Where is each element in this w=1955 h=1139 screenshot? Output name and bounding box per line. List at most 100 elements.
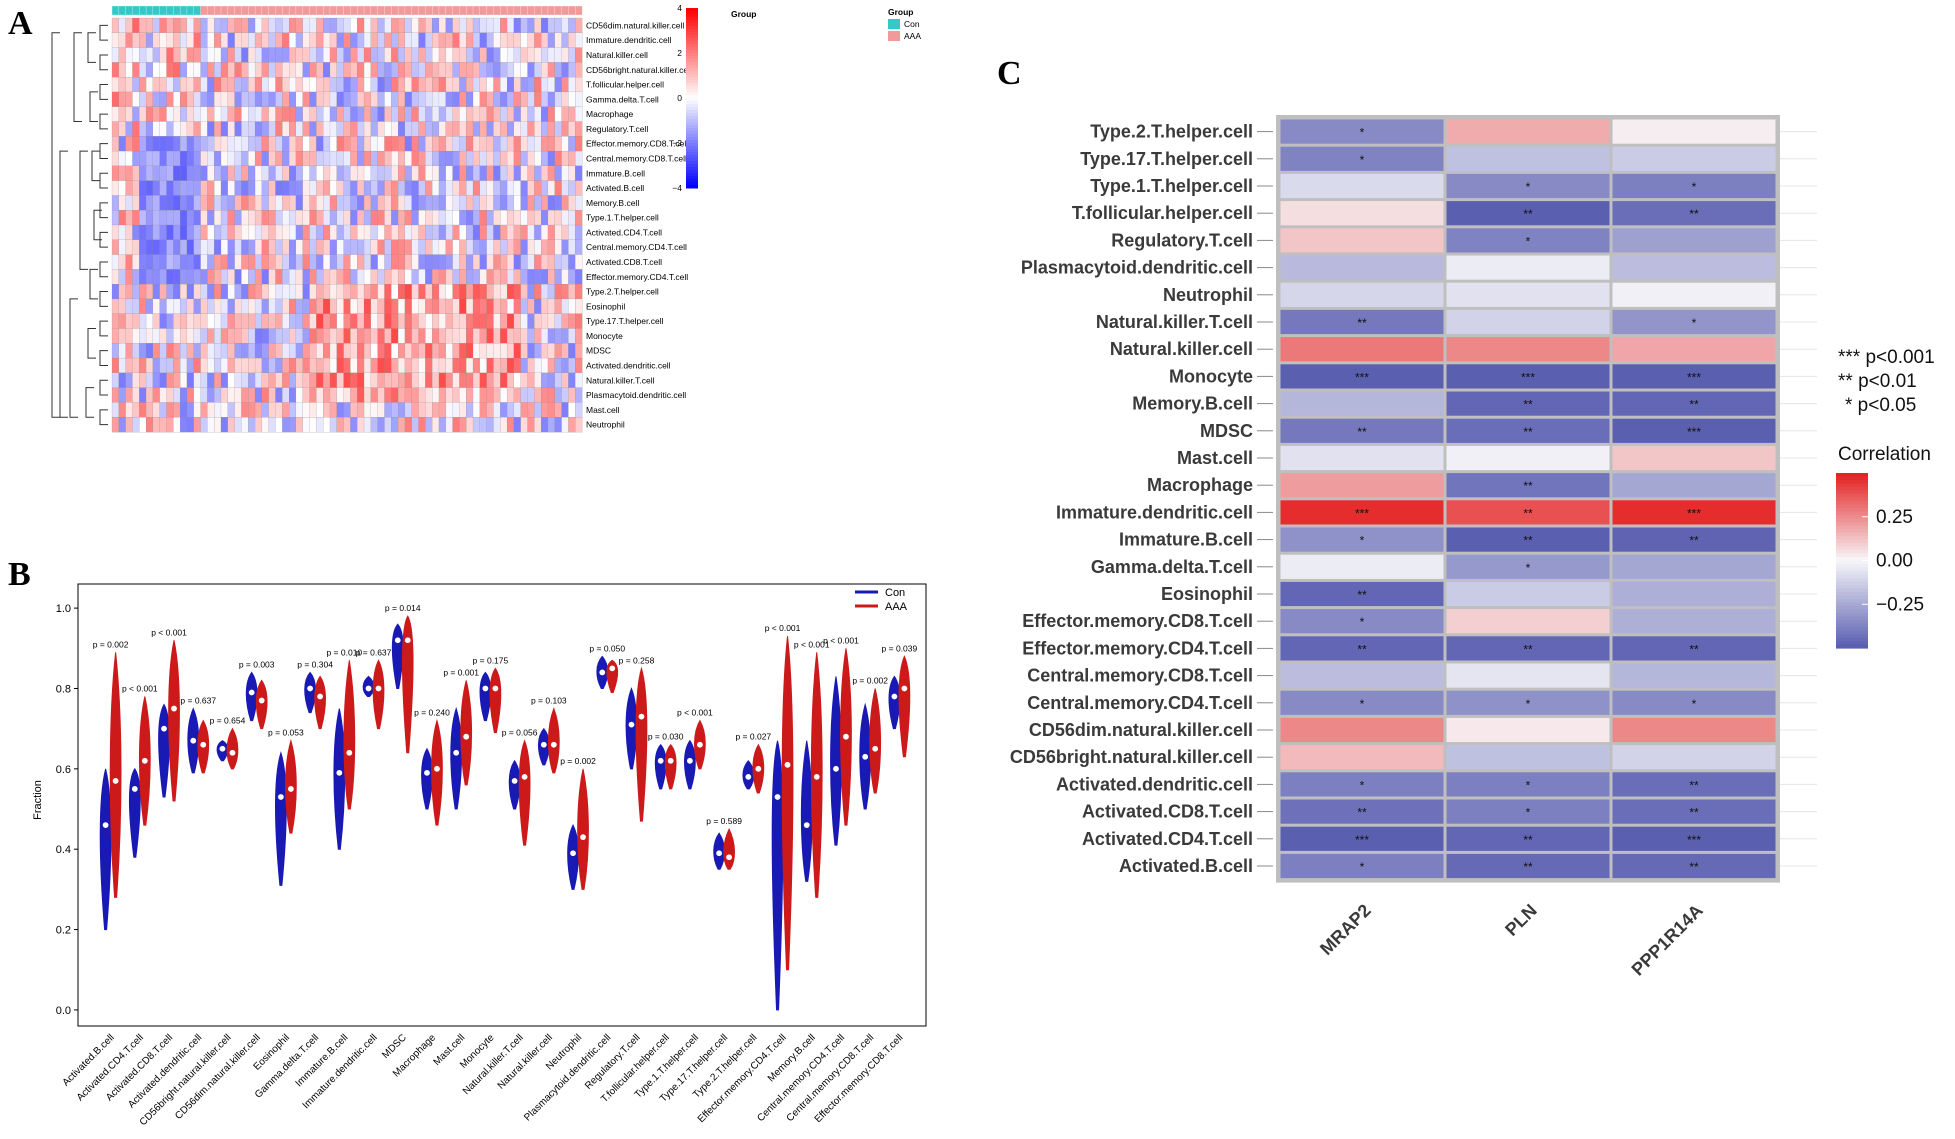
heatmap-cell [513, 313, 521, 329]
heatmap-cell [220, 210, 229, 226]
correlation-row-label: Plasmacytoid.dendritic.cell [1021, 258, 1253, 278]
heatmap-cell [323, 121, 331, 137]
violin-median-point [579, 833, 587, 841]
correlation-cell [1446, 500, 1610, 525]
heatmap-cell [363, 357, 372, 374]
heatmap-cell [520, 47, 528, 63]
heatmap-cell [336, 239, 344, 255]
heatmap-cell [506, 313, 515, 329]
heatmap-cell [316, 165, 324, 181]
heatmap-cell [384, 284, 392, 300]
heatmap-cell [554, 328, 562, 344]
heatmap-cell [241, 284, 249, 300]
heatmap-cell [391, 47, 399, 63]
heatmap-cell [295, 328, 304, 344]
heatmap-cell [479, 121, 487, 137]
violin-shape [450, 706, 463, 810]
heatmap-cell [486, 91, 494, 108]
heatmap-cell [527, 357, 535, 374]
heatmap-cell [152, 372, 160, 388]
correlation-colorbar: Correlation 0.250.00−0.25 [1836, 444, 1931, 649]
violin-median-point [345, 749, 353, 757]
heatmap-cell [554, 106, 562, 122]
heatmap-cell [554, 210, 562, 226]
heatmap-cell [568, 180, 576, 196]
heatmap-cell [173, 343, 181, 359]
heatmap-cell [534, 165, 542, 181]
heatmap-cell [493, 32, 501, 48]
heatmap-cell [227, 62, 235, 78]
heatmap-cell [479, 17, 487, 34]
heatmap-cell [241, 180, 249, 196]
heatmap-cell [193, 91, 201, 108]
heatmap-cell [363, 224, 372, 241]
heatmap-cell [220, 91, 229, 108]
heatmap-row-label: Central.memory.CD8.T.cell [586, 153, 687, 163]
heatmap-cell [275, 372, 283, 388]
heatmap-cell [513, 77, 521, 93]
heatmap-cell [329, 372, 338, 388]
heatmap-cell [234, 357, 242, 374]
heatmap-cell [377, 328, 385, 344]
heatmap-cell [377, 91, 385, 108]
heatmap-cell [329, 195, 338, 211]
heatmap-cell [234, 195, 242, 211]
heatmap-cell [316, 210, 324, 226]
heatmap-cell [261, 165, 269, 181]
heatmap-cell [282, 313, 290, 329]
heatmap-cell [527, 387, 535, 403]
heatmap-cell [527, 298, 535, 315]
heatmap-cell [500, 357, 508, 374]
correlation-row-label: Activated.CD8.T.cell [1082, 802, 1253, 822]
heatmap-cell [479, 313, 487, 329]
heatmap-cell [418, 357, 426, 374]
heatmap-cell [554, 387, 562, 403]
heatmap-cell [479, 269, 487, 285]
heatmap-cell [207, 254, 215, 270]
heatmap-cell [261, 77, 269, 93]
heatmap-cell [445, 239, 453, 255]
colorbar-step [1836, 539, 1868, 544]
heatmap-cell [363, 165, 372, 181]
heatmap-cell [145, 136, 154, 152]
heatmap-cell [466, 239, 474, 255]
heatmap-cell [261, 254, 269, 270]
heatmap-cell [166, 298, 174, 315]
correlation-cell [1612, 282, 1776, 307]
heatmap-cell [452, 91, 460, 108]
heatmap-cell [241, 372, 249, 388]
heatmap-cell [132, 136, 140, 152]
heatmap-cell [111, 417, 120, 433]
heatmap-cell [125, 47, 133, 63]
correlation-row-label: Activated.dendritic.cell [1056, 774, 1253, 794]
correlation-row-label: Eosinophil [1161, 584, 1253, 604]
heatmap-cell [500, 269, 508, 285]
heatmap-cell [261, 180, 269, 196]
significance-marker: *** [1355, 833, 1369, 847]
heatmap-cell [452, 224, 460, 241]
heatmap-cell [214, 343, 222, 359]
heatmap-cell [316, 17, 324, 34]
heatmap-cell [329, 77, 338, 93]
violin-median-point [306, 684, 314, 692]
heatmap-cell [214, 417, 222, 433]
heatmap-cell [411, 343, 419, 359]
heatmap-cell [404, 210, 413, 226]
heatmap-cell [118, 180, 126, 196]
heatmap-cell [459, 357, 467, 374]
heatmap-cell [479, 62, 487, 78]
heatmap-cell [534, 284, 542, 300]
violin-shape [372, 659, 385, 730]
violin-median-point [452, 749, 460, 757]
heatmap-cell [241, 387, 249, 403]
heatmap-cell [575, 165, 583, 181]
heatmap-cell [193, 165, 201, 181]
heatmap-cell [316, 298, 324, 315]
heatmap-cell [350, 313, 358, 329]
heatmap-cell [248, 150, 256, 167]
heatmap-row-label: Gamma.delta.T.cell [586, 94, 659, 104]
heatmap-cell [193, 372, 201, 388]
heatmap-cell [166, 136, 174, 152]
heatmap-cell [404, 91, 413, 108]
colorbar-step [1836, 585, 1868, 590]
